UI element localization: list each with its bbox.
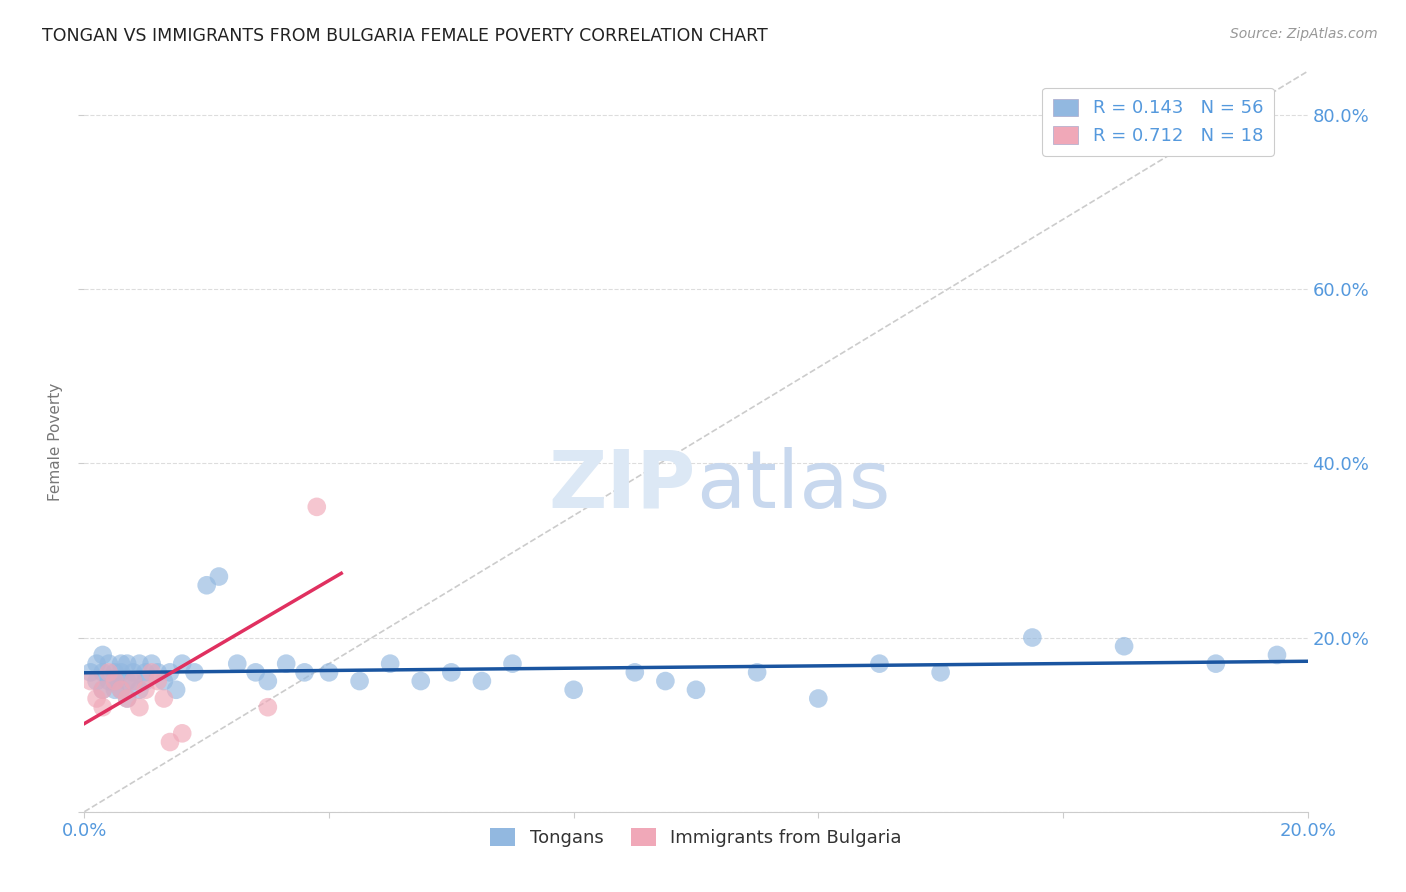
Point — [115, 657, 138, 671]
Point — [349, 674, 371, 689]
Point — [104, 682, 127, 697]
Point — [380, 657, 402, 671]
Point — [624, 665, 647, 680]
Point — [226, 657, 249, 671]
Point — [1265, 648, 1288, 662]
Point — [115, 691, 138, 706]
Point — [562, 682, 585, 697]
Point — [318, 665, 340, 680]
Point — [104, 674, 127, 689]
Point — [141, 665, 163, 680]
Point — [502, 657, 524, 671]
Point — [276, 657, 298, 671]
Point — [128, 657, 150, 671]
Point — [104, 674, 127, 689]
Point — [91, 682, 114, 697]
Point — [153, 691, 176, 706]
Point — [115, 674, 138, 689]
Point — [257, 700, 280, 714]
Point — [471, 674, 494, 689]
Point — [128, 700, 150, 714]
Point — [115, 691, 138, 706]
Point — [135, 665, 157, 680]
Point — [195, 578, 218, 592]
Point — [97, 657, 120, 671]
Point — [654, 674, 676, 689]
Point — [79, 674, 101, 689]
Text: TONGAN VS IMMIGRANTS FROM BULGARIA FEMALE POVERTY CORRELATION CHART: TONGAN VS IMMIGRANTS FROM BULGARIA FEMAL… — [42, 27, 768, 45]
Point — [91, 682, 114, 697]
Point — [747, 665, 769, 680]
Point — [141, 657, 163, 671]
Point — [86, 674, 108, 689]
Point — [86, 691, 108, 706]
Point — [91, 665, 114, 680]
Point — [146, 674, 169, 689]
Point — [159, 735, 181, 749]
Point — [153, 674, 176, 689]
Point — [869, 657, 891, 671]
Point — [135, 674, 157, 689]
Point — [183, 665, 205, 680]
Point — [440, 665, 463, 680]
Point — [146, 665, 169, 680]
Point — [929, 665, 952, 680]
Point — [294, 665, 316, 680]
Point — [245, 665, 267, 680]
Point — [172, 657, 194, 671]
Point — [685, 682, 707, 697]
Point — [110, 665, 132, 680]
Point — [97, 665, 120, 680]
Point — [1114, 639, 1136, 653]
Point — [807, 691, 830, 706]
Point — [1205, 657, 1227, 671]
Point — [305, 500, 328, 514]
Point — [172, 726, 194, 740]
Y-axis label: Female Poverty: Female Poverty — [48, 383, 63, 500]
Point — [79, 665, 101, 680]
Point — [409, 674, 432, 689]
Text: Source: ZipAtlas.com: Source: ZipAtlas.com — [1230, 27, 1378, 41]
Point — [159, 665, 181, 680]
Point — [1021, 631, 1043, 645]
Point — [97, 674, 120, 689]
Point — [110, 682, 132, 697]
Point — [91, 648, 114, 662]
Point — [104, 665, 127, 680]
Point — [257, 674, 280, 689]
Text: atlas: atlas — [696, 447, 890, 525]
Point — [91, 700, 114, 714]
Point — [110, 657, 132, 671]
Point — [122, 665, 145, 680]
Legend: Tongans, Immigrants from Bulgaria: Tongans, Immigrants from Bulgaria — [482, 822, 910, 855]
Point — [135, 682, 157, 697]
Point — [86, 657, 108, 671]
Point — [208, 569, 231, 583]
Point — [165, 682, 187, 697]
Point — [122, 674, 145, 689]
Text: ZIP: ZIP — [548, 447, 696, 525]
Point — [122, 674, 145, 689]
Point — [110, 682, 132, 697]
Point — [128, 682, 150, 697]
